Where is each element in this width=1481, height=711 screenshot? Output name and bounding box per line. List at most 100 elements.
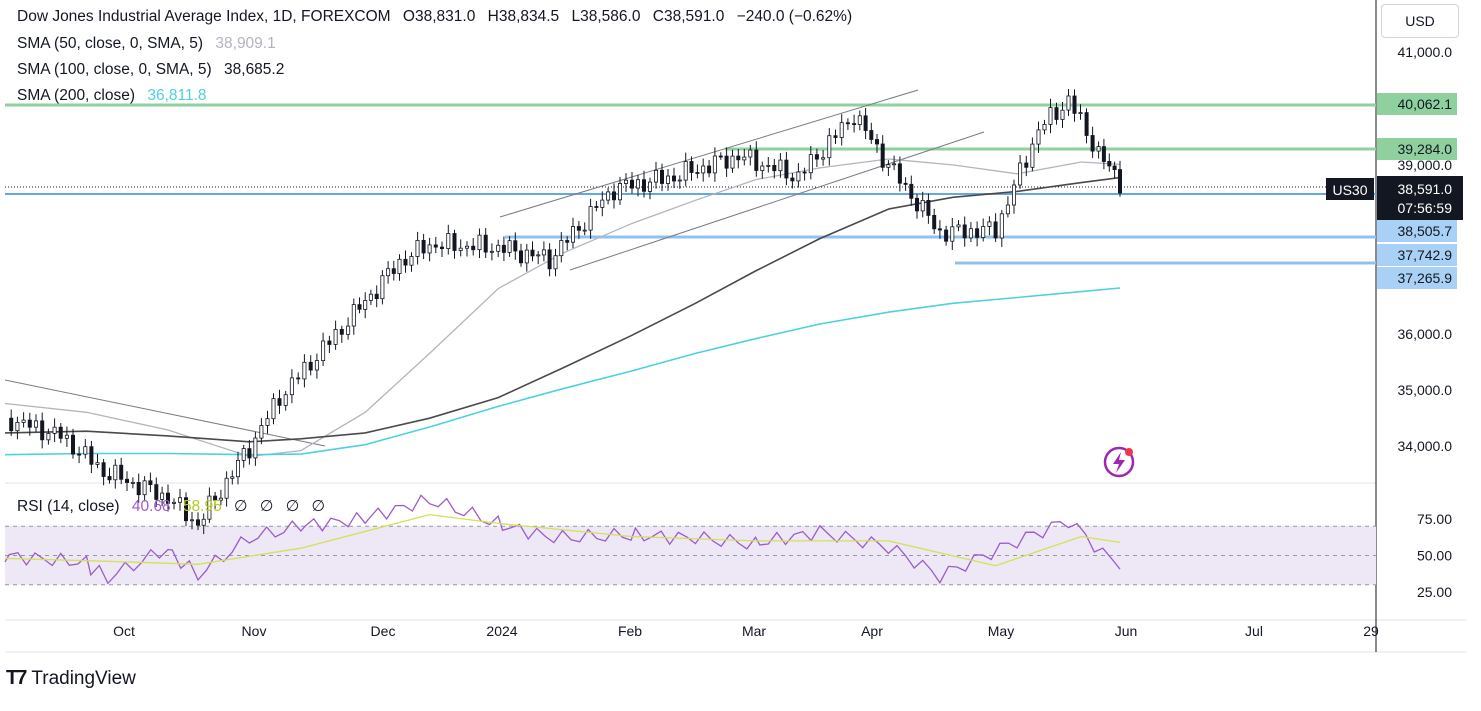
rsi-placeholder: ∅ [259,498,274,515]
sma200-legend[interactable]: SMA (200, close) 36,811.8 [17,87,207,105]
tradingview-logo-icon: T7 [6,667,27,689]
candle-body [1072,95,1077,114]
candle-body [968,228,973,239]
candle-body [183,497,188,522]
candle-body [937,228,942,231]
candle-body [207,495,212,520]
candle-body [677,179,682,182]
candle-body [660,169,665,184]
candles [9,89,1123,535]
candle-body [880,143,885,168]
candle-body [530,249,535,257]
candle-body [15,421,20,432]
ohlc-high-label: H [487,8,499,25]
candle-body [766,164,771,167]
candle-body [148,480,153,485]
candle-body [21,419,26,423]
candle-body [892,163,897,166]
candle-body [107,476,112,481]
candle-body [944,229,949,242]
candle-body [778,159,783,172]
candle-body [1030,143,1035,168]
candle-body [201,518,206,526]
candle-body [814,154,819,160]
candle-body [718,155,723,158]
candle-body [571,226,576,243]
candle-body [241,448,246,461]
candle-body [754,149,759,171]
candle-body [433,244,438,248]
candle-body [483,234,488,253]
time-axis-label: Jul [1245,623,1263,639]
price-tick-label: 35,000.0 [1398,382,1453,398]
candle-body [742,156,747,161]
candle-body [357,304,362,310]
rsi-placeholder: ∅ [311,498,326,515]
ohlc-change: −240.0 (−0.62%) [736,8,853,25]
candle-body [987,221,992,227]
candle-body [380,275,385,300]
candle-body [630,179,635,189]
candle-body [1101,146,1106,162]
rsi-band-fill [5,526,1376,585]
candle-body [536,254,541,257]
sma100-value: 38,685.2 [224,61,285,78]
candle-body [119,464,124,480]
candle-body [374,293,379,300]
candle-body [553,255,558,270]
candle-body [1005,204,1010,215]
trend-line [4,379,326,447]
candle-body [1042,124,1047,131]
candle-body [27,419,32,428]
candle-body [213,495,218,501]
candle-body [46,432,51,441]
candle-body [886,164,891,168]
candle-body [1012,184,1017,206]
time-axis-label: Feb [618,623,642,639]
candle-body [857,115,862,125]
candle-body [541,249,546,256]
candle-body [1066,95,1071,111]
sma50-legend[interactable]: SMA (50, close, 0, SMA, 5) 38,909.1 [17,35,276,53]
candle-body [265,418,270,426]
candle-body [363,300,368,310]
candle-body [427,244,432,254]
level-badge [1377,267,1457,289]
candle-body [524,249,529,264]
candle-body [833,135,838,138]
sma50-label: SMA (50, close, 0, SMA, 5) [17,35,204,52]
sma200-label: SMA (200, close) [17,87,136,104]
tradingview-logo[interactable]: T7 TradingView [6,667,136,690]
level-badge [1377,220,1457,242]
candle-body [321,340,326,362]
sma100-legend[interactable]: SMA (100, close, 0, SMA, 5) 38,685.2 [17,61,284,79]
candle-body [975,228,980,238]
symbol-tag-text: US30 [1332,182,1367,198]
candle-body [962,224,967,239]
sma100-label: SMA (100, close, 0, SMA, 5) [17,61,212,78]
ohlc-open: 38,831.0 [414,8,476,25]
flash-icon-ring [1103,446,1135,478]
candle-body [195,519,200,526]
candle-body [821,157,826,160]
candle-body [296,377,301,380]
rsi-tick-label: 25.00 [1417,584,1452,600]
ohlc-high: 38,834.5 [498,8,560,25]
rsi-legend[interactable]: RSI (14, close) 40.68 58.95 ∅ ∅ ∅ ∅ [17,497,325,516]
candle-body [642,179,647,192]
candle-body [654,169,659,183]
candle-body [760,165,765,171]
candle-body [142,480,147,496]
candle-body [808,154,813,174]
candle-body [351,304,356,327]
ohlc-low: 38,586.0 [580,8,641,25]
candle-body [171,501,176,504]
currency-button[interactable]: USD [1381,4,1459,38]
rsi-lines [4,494,1121,585]
candle-body [89,446,94,465]
candle-body [71,434,76,455]
candle-body [909,183,914,199]
candle-body [136,481,141,496]
trend-channel [4,89,985,447]
